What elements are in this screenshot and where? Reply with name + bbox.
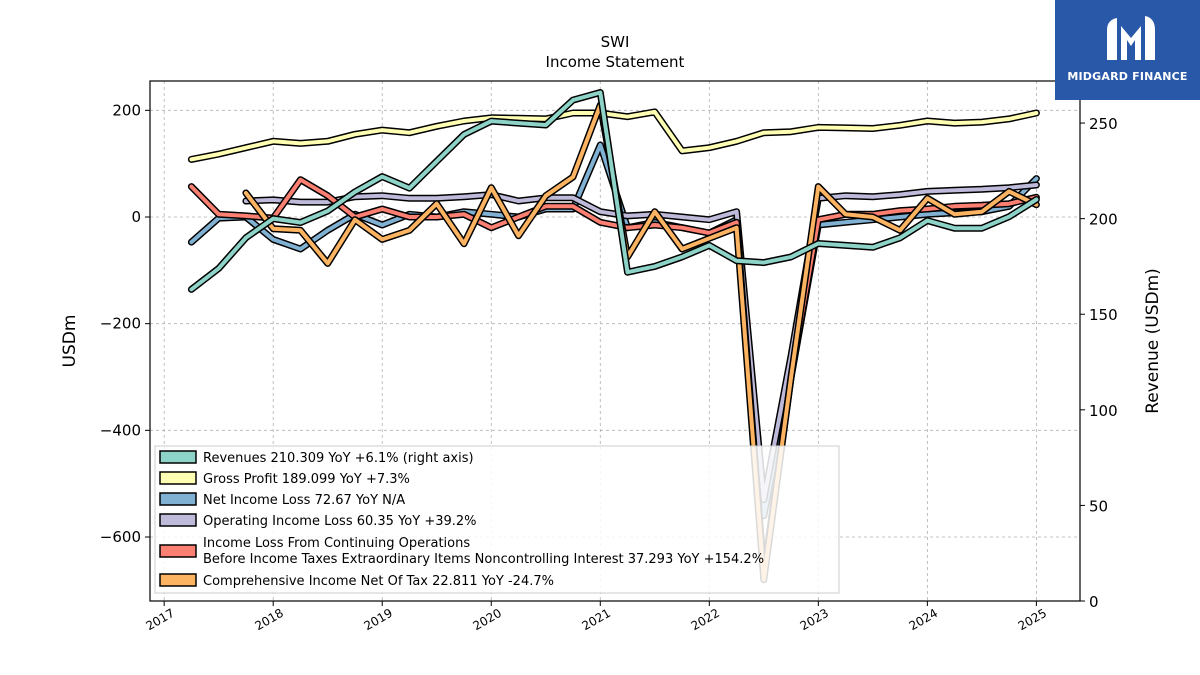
y-tick-label: 200 <box>112 101 141 119</box>
series-0-outline <box>187 108 1040 163</box>
x-tick-label: 2017 <box>143 606 176 633</box>
legend-label-income-continuing-ops-line2: Before Income Taxes Extraordinary Items … <box>203 552 764 567</box>
legend-swatch-comprehensive-income <box>159 573 197 587</box>
legend-swatch-operating-income-loss <box>159 513 197 527</box>
x-tick-label: 2023 <box>798 606 831 633</box>
legend-label-net-income-loss: Net Income Loss 72.67 YoY N/A <box>203 493 405 508</box>
legend-frame <box>154 445 840 594</box>
series-3-line <box>189 177 1039 577</box>
legend-swatch-gross-profit <box>159 471 197 485</box>
x-tick-label: 2024 <box>907 606 940 633</box>
series-2-line <box>243 183 1039 502</box>
series-4-line <box>243 103 1039 582</box>
x-tick-label: 2020 <box>471 606 504 633</box>
y-axis-right-label: Revenue (USDm) <box>1143 268 1163 414</box>
legend: Revenues 210.309 YoY +6.1% (right axis) … <box>154 445 840 594</box>
series-0-line <box>189 109 1039 162</box>
y-right-tick-label: 100 <box>1089 402 1118 420</box>
y-right-tick-label: 0 <box>1089 593 1099 611</box>
legend-swatch-income-continuing-ops <box>159 544 197 558</box>
y-tick-label: −600 <box>100 528 141 546</box>
brand-name: MIDGARD FINANCE <box>1067 70 1188 83</box>
legend-swatch-net-income-loss <box>159 492 197 506</box>
y-right-tick-label: 150 <box>1089 306 1118 324</box>
x-tick-label: 2025 <box>1016 606 1049 633</box>
x-tick-label: 2019 <box>362 606 395 633</box>
chart-title: SWI <box>601 33 630 51</box>
legend-label-revenues: Revenues 210.309 YoY +6.1% (right axis) <box>203 451 474 466</box>
y-right-tick-label: 50 <box>1089 497 1108 515</box>
series-layer <box>187 89 1040 584</box>
chart-subtitle: Income Statement <box>546 53 685 71</box>
y-right-tick-label: 200 <box>1089 211 1118 229</box>
y-tick-label: 0 <box>131 208 141 226</box>
legend-label-income-continuing-ops-line1: Income Loss From Continuing Operations <box>203 536 470 551</box>
legend-label-gross-profit: Gross Profit 189.099 YoY +7.3% <box>203 472 410 487</box>
legend-label-comprehensive-income: Comprehensive Income Net Of Tax 22.811 Y… <box>203 574 554 589</box>
y-tick-label: −400 <box>100 421 141 439</box>
legend-swatch-revenues <box>159 450 197 464</box>
y-axis-label: USDm <box>60 315 80 368</box>
x-tick-label: 2021 <box>580 606 613 633</box>
y-tick-label: −200 <box>100 315 141 333</box>
x-tick-label: 2022 <box>689 606 722 633</box>
y-right-tick-label: 250 <box>1089 115 1118 133</box>
midgard-logo-icon <box>1107 16 1155 60</box>
x-tick-label: 2018 <box>252 606 285 633</box>
brand-logo: MIDGARD FINANCE <box>1055 0 1200 100</box>
plot-frame <box>149 80 1081 602</box>
series-5-line <box>189 90 1039 292</box>
legend-label-operating-income-loss: Operating Income Loss 60.35 YoY +39.2% <box>203 514 477 529</box>
